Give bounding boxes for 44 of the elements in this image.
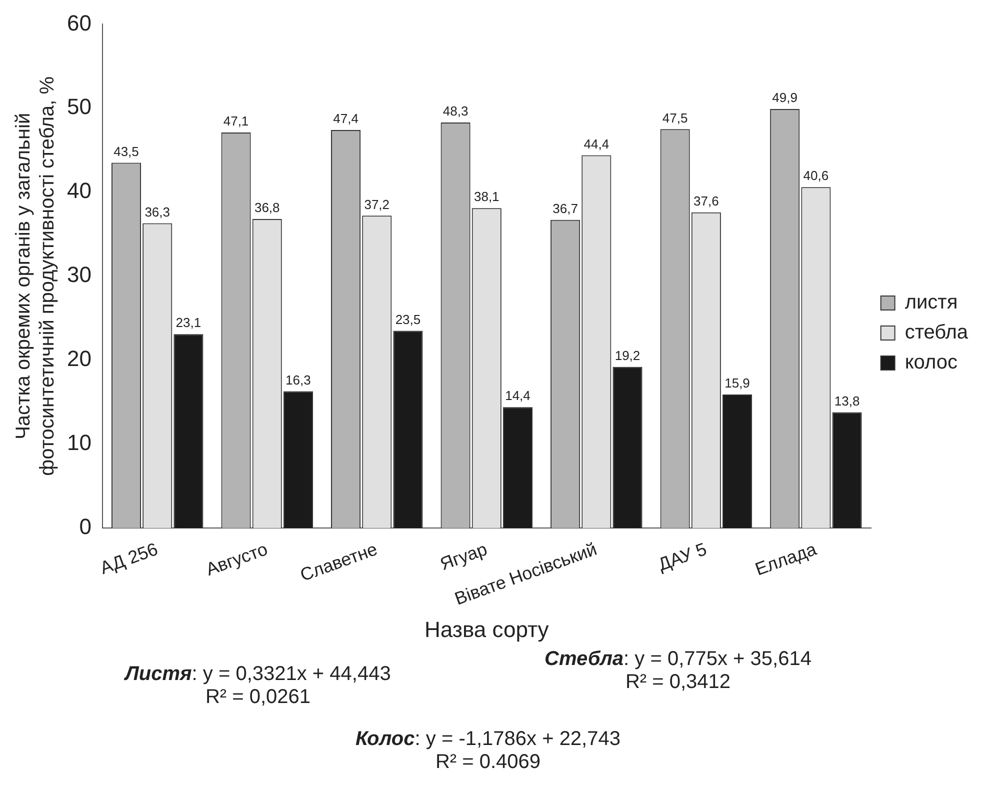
data-label: 38,1	[474, 189, 500, 204]
data-label: 36,7	[552, 200, 578, 216]
data-label: 37,2	[364, 196, 390, 212]
text: R² = 0.4069	[435, 751, 541, 773]
data-label: 23,5	[395, 312, 421, 327]
text: Колос: y = -1,1786x + 22,743	[356, 728, 620, 750]
y-tick-label: 10	[66, 430, 92, 456]
data-label: 15,9	[724, 376, 750, 391]
data-label: 47,5	[662, 110, 688, 126]
data-label: 47,1	[223, 114, 249, 129]
y-tick-label: 40	[66, 178, 92, 204]
data-label: 49,9	[772, 90, 798, 106]
y-tick-label: 0	[79, 514, 92, 540]
data-label: 19,2	[614, 348, 640, 363]
x-tick-label: Ягуар	[437, 538, 490, 574]
data-label: 14,4	[505, 388, 530, 404]
x-tick-label: Еллада	[752, 538, 819, 580]
y-tick-label: 50	[66, 94, 92, 120]
data-label: 43,5	[114, 144, 139, 159]
y-axis-title: Частка окремих органів у загальній фотосинтетичній продуктивності стебла, %	[12, 76, 59, 476]
data-label: 44,4	[584, 136, 610, 152]
x-tick-label: ДАУ 5	[656, 538, 710, 575]
text: Стебла: y = 0,775x + 35,614	[544, 648, 812, 670]
text: R² = 0,0261	[205, 686, 311, 708]
legend-label: листя	[904, 292, 958, 314]
legend-label: стебла	[904, 322, 969, 344]
legend-label: колос	[904, 352, 958, 374]
text: R² = 0,3412	[625, 671, 731, 693]
data-label: 37,6	[694, 193, 719, 208]
data-label: 36,3	[144, 204, 170, 220]
data-label: 16,3	[286, 372, 311, 388]
data-label: 13,8	[834, 393, 860, 408]
x-tick-label: АД 256	[97, 538, 160, 578]
data-label: 40,6	[803, 168, 829, 184]
data-label: 48,3	[442, 104, 468, 119]
y-tick-label: 30	[66, 262, 92, 288]
data-label: 47,4	[333, 111, 358, 126]
x-axis-title: Назва сорту	[424, 616, 549, 642]
x-tick-label: Августо	[203, 538, 270, 580]
text: Листя: y = 0,3321x + 44,443	[125, 663, 391, 685]
data-label: 36,8	[254, 200, 280, 216]
y-tick-label: 60	[66, 10, 92, 36]
data-label: 23,1	[176, 315, 202, 330]
y-tick-label: 20	[66, 346, 92, 372]
